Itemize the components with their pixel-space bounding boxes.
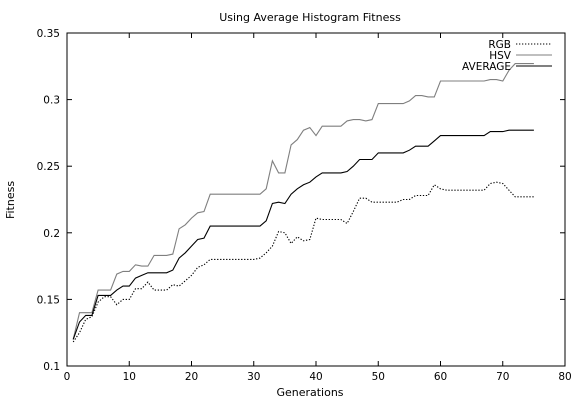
y-axis-label: Fitness — [4, 181, 17, 219]
series-line-rgb — [72, 181, 534, 343]
x-tick-label: 30 — [247, 371, 260, 383]
y-tick-label: 0.3 — [43, 95, 60, 107]
y-tick-label: 0.25 — [37, 161, 60, 173]
legend-label-hsv: HSV — [489, 50, 512, 62]
x-tick-label: 50 — [372, 371, 385, 383]
legend-label-average: AVERAGE — [462, 61, 511, 73]
x-tick-label: 40 — [309, 371, 322, 383]
y-tick-label: 0.1 — [43, 361, 60, 373]
chart-title: Using Average Histogram Fitness — [219, 11, 401, 24]
plot-frame — [66, 32, 566, 367]
x-tick-label: 60 — [434, 371, 447, 383]
x-tick-label: 10 — [123, 371, 136, 383]
axis-ticks: 0 10 20 30 40 50 60 70 80 0.1 0.15 0.2 0.25 0.3 0.35 — [37, 28, 572, 383]
series-line-average — [72, 129, 534, 340]
legend-label-rgb: RGB — [488, 39, 511, 51]
y-tick-label: 0.15 — [37, 294, 60, 306]
x-axis-label: Generations — [276, 386, 343, 399]
x-tick-label: 0 — [64, 371, 71, 383]
x-tick-label: 20 — [185, 371, 198, 383]
x-tick-label: 70 — [496, 371, 509, 383]
series-group — [72, 63, 534, 343]
y-tick-label: 0.35 — [37, 28, 60, 40]
x-tick-label: 80 — [558, 371, 571, 383]
series-line-hsv — [72, 63, 534, 340]
y-tick-label: 0.2 — [43, 228, 60, 240]
